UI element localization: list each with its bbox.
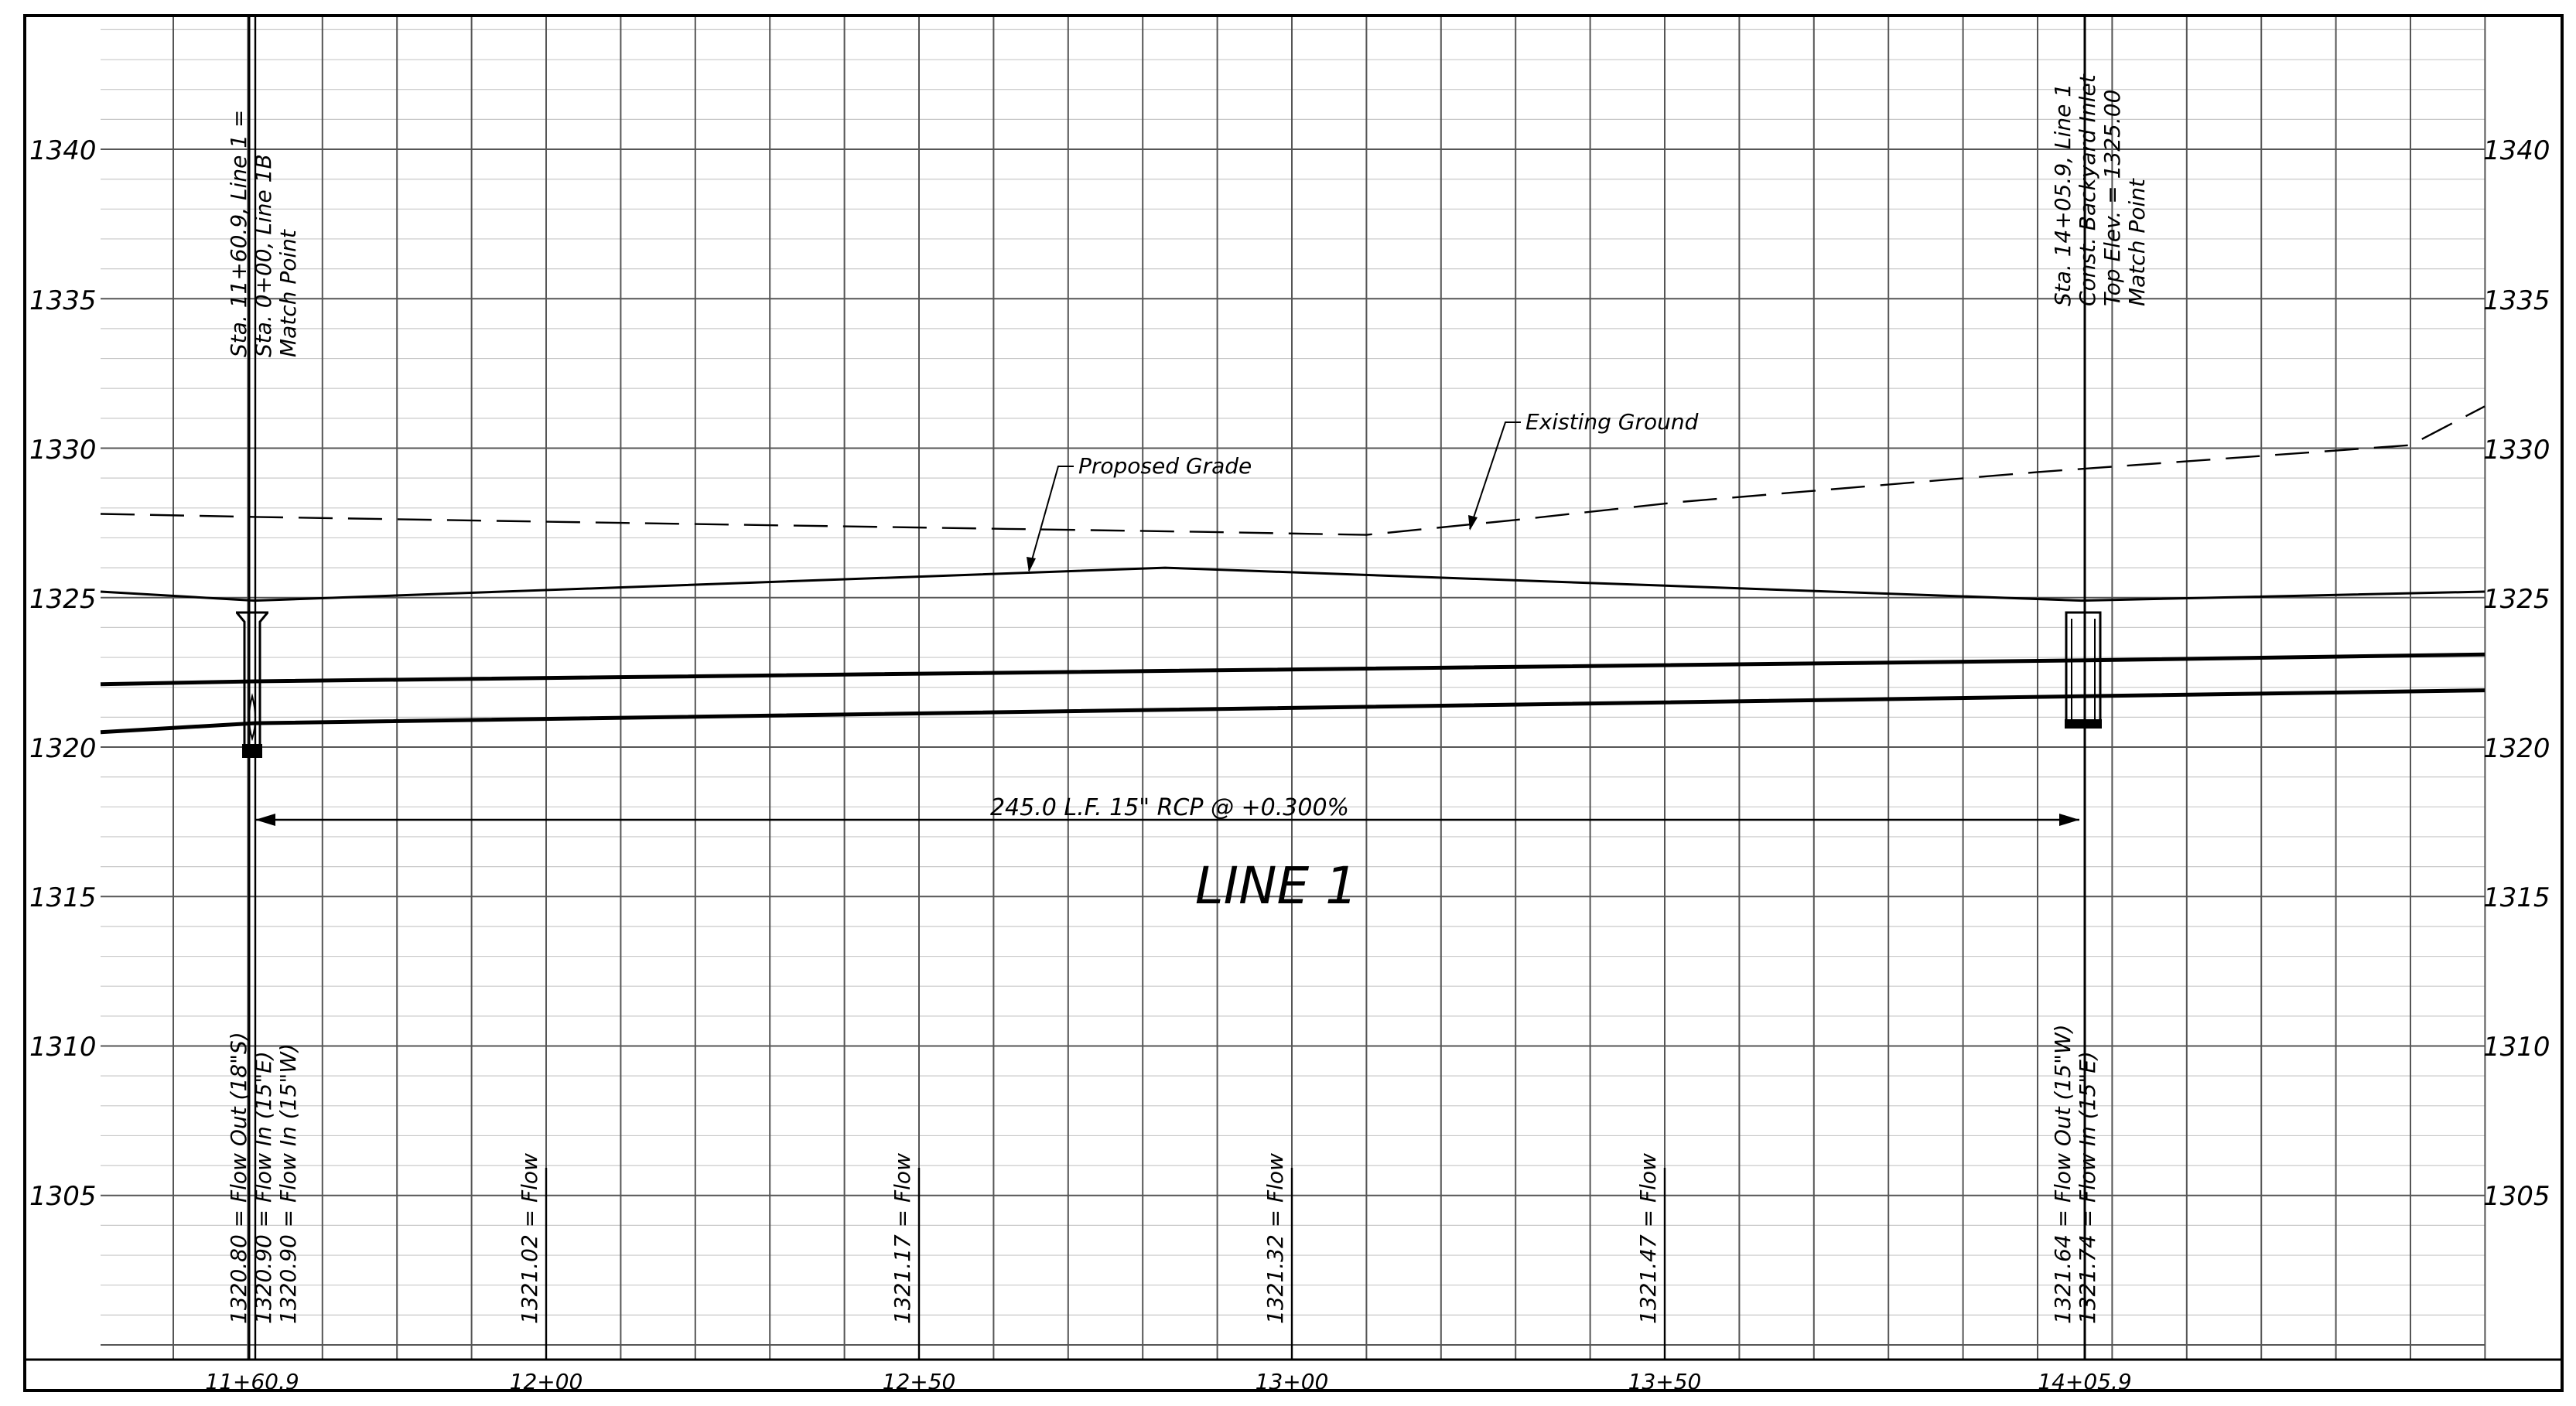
left-structure-notes: Sta. 11+60.9, Line 1 = Sta. 0+00, Line 1…	[226, 110, 301, 357]
elev-left-1310: 1310	[29, 1032, 97, 1063]
right-flowline-labels: 1321.64 = Flow Out (15"W) 1321.74 = Flow…	[2050, 1024, 2100, 1324]
elev-left-1320: 1320	[29, 733, 97, 764]
station-label-1350: 13+50	[1628, 1369, 1702, 1394]
mid-flowline-labels: 1321.02 = Flow 1321.17 = Flow 1321.32 = …	[517, 1153, 1661, 1324]
elev-right-1330: 1330	[2483, 435, 2550, 466]
existing-ground-line	[100, 405, 2485, 536]
left-flow-label-3: 1320.90 = Flow In (15"W)	[275, 1043, 301, 1324]
left-note-line-3: Match Point	[275, 229, 301, 357]
left-elevation-labels: 1340 1335 1330 1325 1320 1315 1310 1305	[29, 135, 97, 1212]
proposed-grade-line	[100, 566, 2485, 602]
elev-right-1335: 1335	[2483, 285, 2550, 316]
existing-ground-label: Existing Ground	[1525, 409, 1699, 435]
left-note-line-2: Sta. 0+00, Line 1B	[251, 154, 276, 357]
station-label-1200: 12+00	[510, 1369, 583, 1394]
elev-right-1315: 1315	[2483, 882, 2550, 913]
station-label-1250: 12+50	[883, 1369, 956, 1394]
elev-right-1340: 1340	[2483, 135, 2550, 166]
pipe-dimension-line	[255, 814, 2079, 826]
elev-right-1305: 1305	[2483, 1181, 2550, 1212]
left-flow-label-2: 1320.90 = Flow In (15"E)	[251, 1051, 276, 1324]
station-labels: 11+60.9 12+00 12+50 13+00 13+50 14+05.9	[205, 1369, 2131, 1394]
major-grid	[101, 15, 2486, 1360]
flow-label-1200: 1321.02 = Flow	[517, 1153, 542, 1324]
flow-label-1250: 1321.17 = Flow	[890, 1153, 915, 1324]
elev-left-1330: 1330	[29, 435, 97, 466]
pipe-bottom-line	[100, 688, 2485, 735]
elev-left-1305: 1305	[29, 1181, 97, 1212]
elev-right-1310: 1310	[2483, 1032, 2550, 1063]
station-label-1160: 11+60.9	[205, 1369, 299, 1394]
flow-label-1350: 1321.47 = Flow	[1635, 1153, 1661, 1324]
right-elevation-labels: 1340 1335 1330 1325 1320 1315 1310 1305	[2483, 135, 2550, 1212]
right-inlet-structure	[2065, 611, 2102, 729]
right-flow-label-1: 1321.64 = Flow Out (15"W)	[2050, 1024, 2075, 1324]
pipe-label: 245.0 L.F. 15" RCP @ +0.300%	[990, 794, 1349, 821]
elev-left-1335: 1335	[29, 285, 97, 316]
left-manhole-structure	[235, 611, 269, 758]
right-flow-label-2: 1321.74 = Flow In (15"E)	[2075, 1051, 2100, 1324]
sheet-border	[23, 14, 2564, 1392]
elev-right-1325: 1325	[2483, 584, 2550, 615]
elev-left-1340: 1340	[29, 135, 97, 166]
station-label-1300: 13+00	[1256, 1369, 1329, 1394]
proposed-grade-label: Proposed Grade	[1078, 453, 1252, 479]
right-note-line-4: Match Point	[2124, 178, 2150, 306]
profile-title: LINE 1	[1195, 856, 1358, 916]
right-note-line-3: Top Elev. = 1325.00	[2099, 90, 2125, 306]
right-note-line-1: Sta. 14+05.9, Line 1	[2050, 84, 2075, 306]
flow-label-1300: 1321.32 = Flow	[1262, 1153, 1288, 1324]
left-flowline-labels: 1320.80 = Flow Out (18"S) 1320.90 = Flow…	[226, 1032, 301, 1324]
elev-left-1325: 1325	[29, 584, 97, 615]
elev-left-1315: 1315	[29, 882, 97, 913]
existing-ground-leader	[1468, 421, 1521, 531]
pipe-top-line	[100, 652, 2485, 687]
station-label-1405: 14+05.9	[2038, 1369, 2131, 1394]
right-structure-notes: Sta. 14+05.9, Line 1 Const. Backyard Inl…	[2050, 73, 2150, 306]
proposed-grade-leader	[1027, 466, 1074, 572]
left-note-line-1: Sta. 11+60.9, Line 1 =	[226, 110, 251, 357]
left-flow-label-1: 1320.80 = Flow Out (18"S)	[226, 1032, 251, 1324]
elev-right-1320: 1320	[2483, 733, 2550, 764]
right-note-line-2: Const. Backyard Inlet	[2075, 73, 2100, 306]
